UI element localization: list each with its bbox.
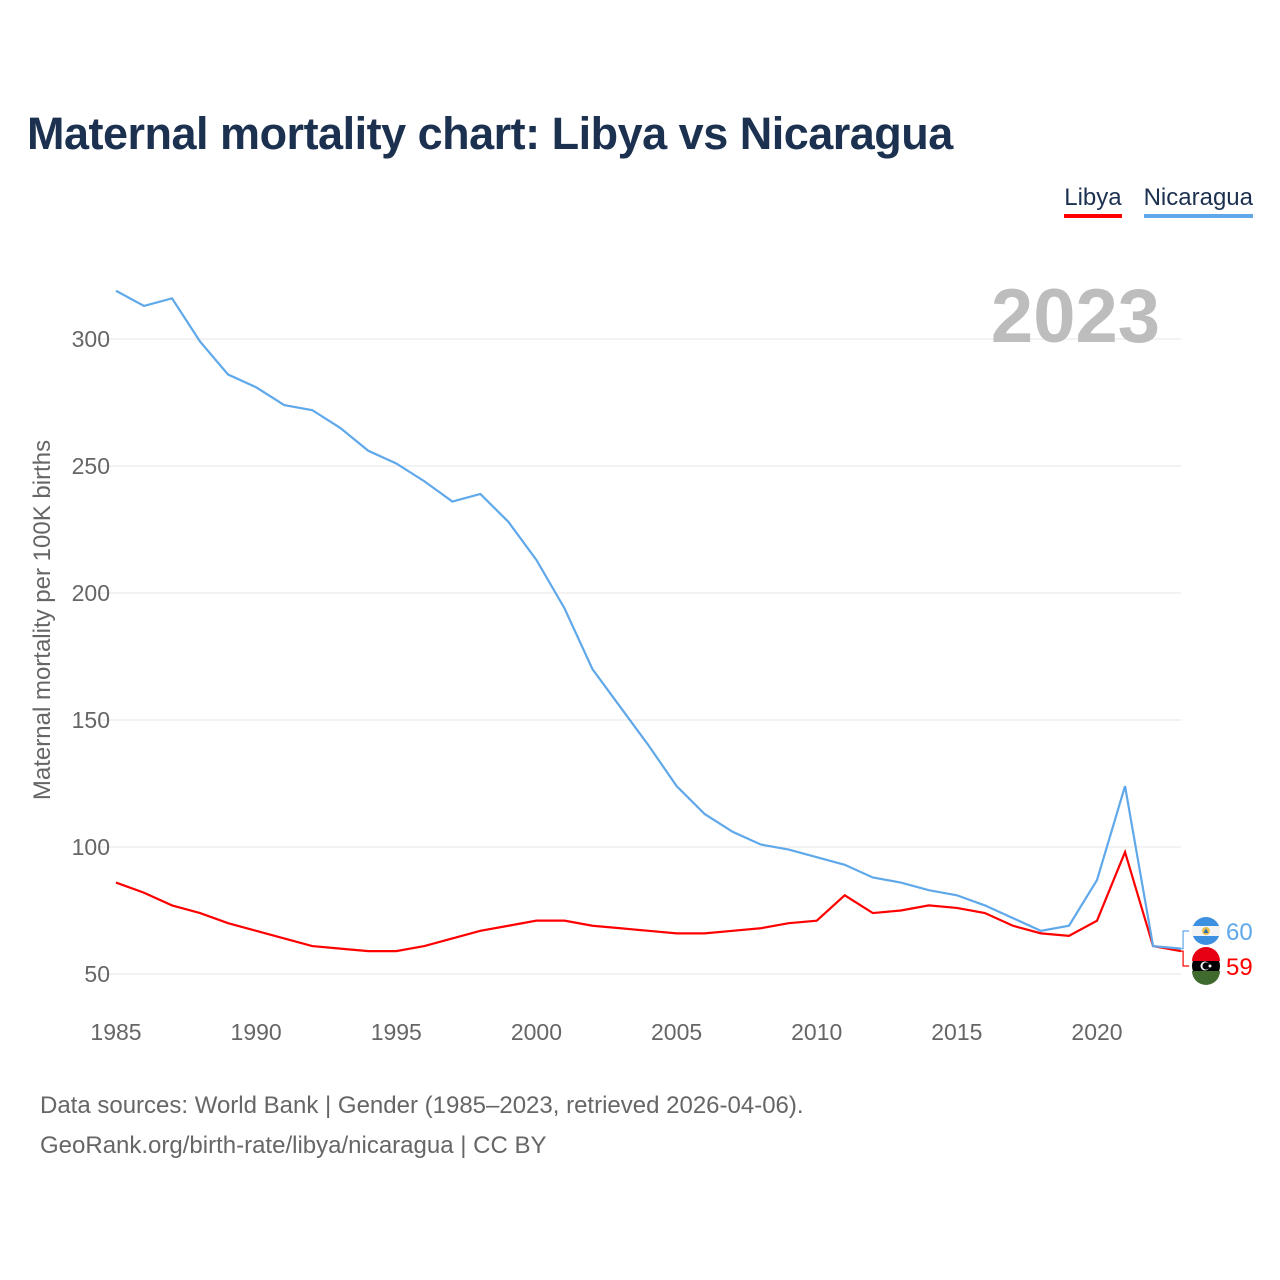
legend-libya[interactable]: Libya [1064,184,1122,218]
x-tick-label: 1985 [90,1019,141,1045]
footer: Data sources: World Bank | Gender (1985–… [40,1086,804,1166]
x-tick-label: 2015 [931,1019,982,1045]
source-link[interactable]: GeoRank.org/birth-rate/libya/nicaragua |… [40,1132,547,1159]
series-line-nicaragua [115,289,1182,950]
x-tick-label: 2020 [1071,1019,1122,1045]
y-tick-label: 300 [72,326,110,352]
end-connector [1181,950,1190,967]
end-value-label: 60 [1226,919,1253,946]
y-tick-label: 250 [72,453,110,479]
x-tick-label: 2005 [651,1019,702,1045]
source-note: Data sources: World Bank | Gender (1985–… [40,1092,804,1119]
series-line-libya [115,848,1182,953]
y-tick-label: 150 [72,707,110,733]
y-tick-label: 50 [84,961,110,987]
x-tick-label: 2010 [791,1019,842,1045]
year-watermark: 2023 [991,274,1160,359]
end-value-label: 59 [1226,954,1253,981]
page-title: Maternal mortality chart: Libya vs Nicar… [27,108,953,159]
legend-nicaragua[interactable]: Nicaragua [1143,184,1253,218]
y-tick-label: 200 [72,580,110,606]
x-tick-label: 2000 [511,1019,562,1045]
x-tick-label: 1990 [231,1019,282,1045]
legend: Libya Nicaragua [1064,184,1253,218]
nicaragua-flag-icon [1192,917,1220,945]
x-tick-label: 1995 [371,1019,422,1045]
y-axis-label: Maternal mortality per 100K births [29,440,56,800]
libya-flag-icon [1192,947,1220,985]
end-connector [1181,930,1190,950]
y-tick-label: 100 [72,834,110,860]
